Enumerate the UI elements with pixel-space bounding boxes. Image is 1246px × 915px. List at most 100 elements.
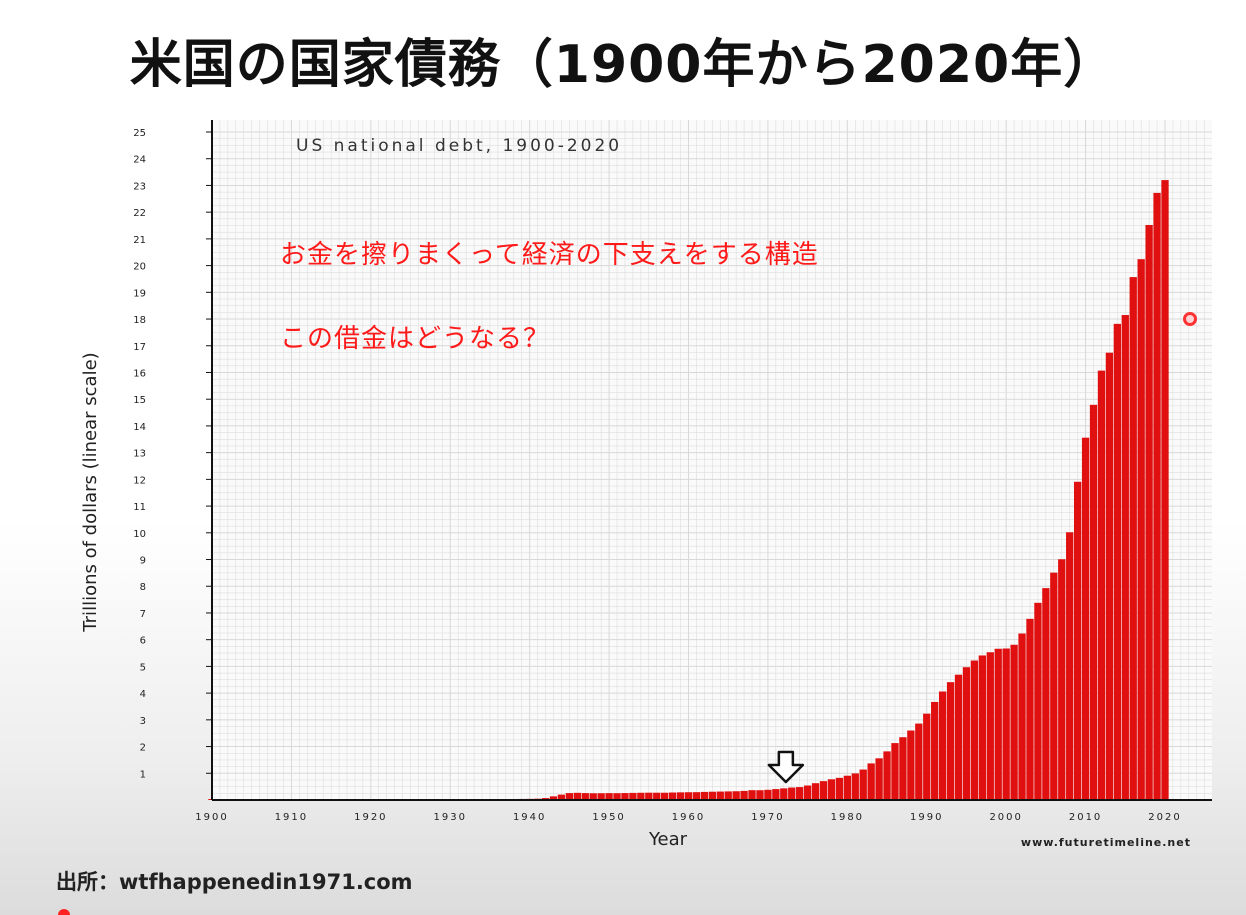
bar [772,789,780,800]
bar [859,769,867,800]
bar [788,787,796,800]
x-tick-label: 2000 [989,812,1022,823]
bar [1089,404,1098,800]
bar [1018,633,1026,800]
bar [835,777,844,800]
x-axis-title: Year [648,829,688,850]
y-tick-label: 10 [133,529,146,540]
bar [1145,224,1153,800]
bar [597,793,605,800]
y-tick-label: 12 [133,475,146,486]
bar [1066,532,1074,800]
bar [1002,648,1010,800]
y-tick-label: 6 [140,636,146,647]
bar [764,789,772,800]
y-tick-label: 15 [133,395,146,406]
slide-title: 米国の国家債務（1900年から2020年） [129,35,1117,95]
bar [899,737,907,800]
y-tick-label: 24 [133,155,146,166]
y-tick-label: 8 [140,582,146,593]
y-tick-label: 11 [133,502,146,513]
x-tick-label: 1910 [275,812,308,823]
bar [811,783,820,800]
bar [915,723,923,800]
x-tick-label: 1930 [434,812,467,823]
bar [676,792,685,800]
y-tick-label: 4 [140,689,146,700]
bar [1050,572,1058,800]
bar [954,674,963,800]
bar [946,682,955,800]
x-tick-label: 1950 [592,812,625,823]
bar [756,790,764,800]
down-arrow-shape [767,750,805,784]
bar [819,781,828,800]
chart-title: US national debt, 1900-2020 [296,136,622,156]
bar [1073,481,1082,800]
bar [938,691,947,800]
x-tick-label: 1940 [513,812,546,823]
y-tick-label: 13 [133,449,146,460]
down-arrow-icon [767,750,805,784]
bar [684,792,693,800]
bar [843,775,851,800]
bar [645,792,653,800]
bar [1010,644,1018,800]
y-tick-label: 14 [133,422,146,433]
bar [1081,437,1090,800]
y-tick-label: 16 [133,368,146,379]
red-corner-mark [58,909,70,915]
y-tick-label: 22 [133,208,146,219]
bar [708,791,716,800]
bar [1034,602,1042,800]
red-dot-marker [1183,312,1197,326]
bar [1153,192,1161,800]
bar [891,743,899,800]
bar [978,655,986,800]
annotation-print-money: お金を擦りまくって経済の下支えをする構造 [280,240,819,270]
bar [883,751,891,800]
y-tick-label: 7 [140,609,146,620]
bar [629,792,637,800]
bar [962,667,971,800]
bar [668,792,677,800]
bar [661,792,669,800]
x-tick-label: 1990 [910,812,943,823]
bar [1161,180,1169,800]
bar [1113,323,1122,800]
bar [621,793,629,800]
y-tick-label: 20 [133,262,146,273]
bar [732,791,740,800]
bar [613,793,621,800]
bar [589,793,597,800]
y-tick-label: 25 [133,128,146,139]
bar [716,791,724,800]
bar [970,660,979,800]
bar [700,791,709,800]
x-tick-label: 1920 [354,812,387,823]
y-tick-label: 17 [133,342,146,353]
watermark-url: www.futuretimeline.net [1021,836,1191,849]
bar [796,787,804,800]
y-axis-title: Trillions of dollars (linear scale) [80,352,101,632]
chart-bars [208,180,1169,800]
bar [1097,370,1106,800]
bar [1042,588,1050,800]
bar [1058,559,1066,800]
bar [637,792,645,800]
x-tick-label: 2010 [1069,812,1102,823]
x-tick-label: 1960 [672,812,705,823]
bar [827,779,836,800]
x-tick-label: 1900 [195,812,228,823]
bar [1121,315,1129,800]
bar [557,794,566,800]
bar [923,713,931,800]
bar [986,652,994,800]
bar [565,793,574,800]
y-tick-label: 9 [140,556,146,567]
y-tick-label: 1 [140,769,146,780]
bar [724,791,732,800]
bar [931,701,939,800]
